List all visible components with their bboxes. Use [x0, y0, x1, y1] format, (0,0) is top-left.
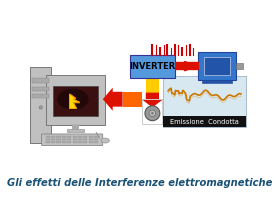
- Bar: [163, 116, 246, 127]
- Bar: [78, 136, 82, 138]
- FancyBboxPatch shape: [198, 52, 236, 80]
- Bar: [62, 136, 66, 138]
- Bar: [94, 139, 98, 140]
- Bar: [83, 139, 87, 140]
- Bar: [202, 80, 232, 84]
- FancyBboxPatch shape: [41, 134, 103, 146]
- Bar: [83, 141, 87, 143]
- Circle shape: [149, 110, 156, 117]
- Circle shape: [145, 106, 160, 121]
- Bar: [46, 136, 50, 138]
- Text: INVERTER: INVERTER: [129, 62, 176, 71]
- Bar: [236, 63, 242, 70]
- FancyArrow shape: [146, 78, 159, 93]
- Bar: [32, 78, 49, 83]
- Bar: [32, 94, 49, 98]
- Bar: [67, 141, 71, 143]
- Bar: [62, 139, 66, 140]
- FancyArrow shape: [103, 88, 123, 111]
- Bar: [67, 136, 71, 138]
- Bar: [57, 136, 60, 138]
- Text: Emissione  Condotta: Emissione Condotta: [170, 118, 239, 125]
- Bar: [89, 136, 93, 138]
- Bar: [46, 139, 50, 140]
- Bar: [89, 141, 93, 143]
- Bar: [57, 141, 60, 143]
- FancyBboxPatch shape: [31, 67, 51, 143]
- Bar: [78, 139, 82, 140]
- Bar: [94, 136, 98, 138]
- Bar: [51, 139, 55, 140]
- FancyArrow shape: [142, 93, 163, 108]
- Bar: [51, 141, 55, 143]
- Ellipse shape: [101, 138, 109, 143]
- Bar: [46, 141, 50, 143]
- Bar: [67, 129, 84, 132]
- Bar: [57, 139, 60, 140]
- FancyBboxPatch shape: [204, 57, 230, 75]
- Text: Gli effetti delle Interferenze elettromagnetiche: Gli effetti delle Interferenze elettroma…: [7, 178, 273, 188]
- Bar: [94, 141, 98, 143]
- Bar: [83, 136, 87, 138]
- Bar: [73, 136, 77, 138]
- Circle shape: [151, 112, 154, 114]
- Bar: [73, 141, 77, 143]
- Polygon shape: [70, 94, 80, 108]
- FancyBboxPatch shape: [163, 76, 246, 127]
- FancyBboxPatch shape: [53, 86, 98, 116]
- Bar: [78, 141, 82, 143]
- Bar: [32, 87, 49, 91]
- Bar: [62, 141, 66, 143]
- Bar: [89, 139, 93, 140]
- Ellipse shape: [57, 89, 89, 110]
- Bar: [51, 136, 55, 138]
- FancyBboxPatch shape: [130, 55, 175, 78]
- Bar: [67, 139, 71, 140]
- FancyArrow shape: [123, 92, 143, 107]
- Bar: [143, 99, 162, 124]
- Circle shape: [39, 106, 42, 109]
- Bar: [73, 139, 77, 140]
- FancyBboxPatch shape: [46, 75, 105, 125]
